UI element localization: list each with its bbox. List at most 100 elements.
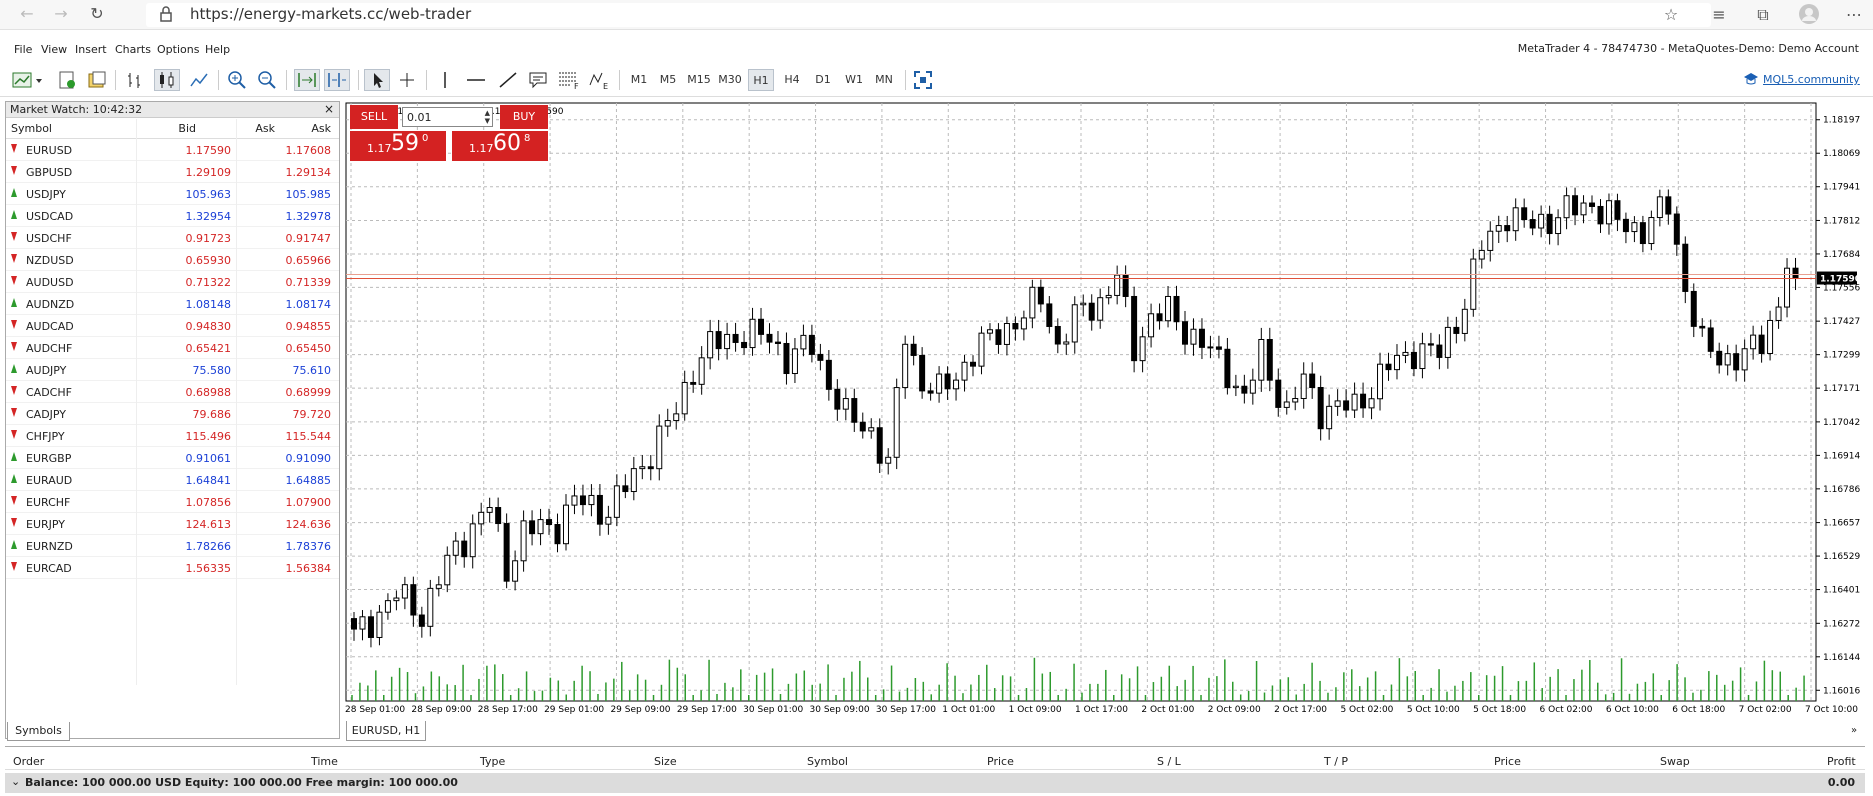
- timeframe-d1[interactable]: D1: [815, 73, 831, 86]
- profiles-icon[interactable]: [56, 69, 78, 91]
- col-swap[interactable]: Swap: [1660, 755, 1690, 768]
- column-ask[interactable]: Ask: [255, 122, 275, 135]
- arrow-down-icon: [11, 518, 17, 527]
- close-icon[interactable]: ×: [323, 102, 334, 116]
- col-order[interactable]: Order: [13, 755, 45, 768]
- col-price[interactable]: Price: [987, 755, 1014, 768]
- forward-icon[interactable]: →: [54, 4, 68, 23]
- zoom-out-icon[interactable]: [256, 69, 278, 91]
- elliott-wave-icon[interactable]: E: [588, 69, 612, 91]
- buy-button[interactable]: BUY: [500, 105, 548, 129]
- col-take-profit[interactable]: T / P: [1324, 755, 1349, 768]
- market-watch-row[interactable]: CADJPY 79.686 79.720: [6, 403, 339, 425]
- market-watch-row[interactable]: EURAUD 1.64841 1.64885: [6, 469, 339, 491]
- trendline-icon[interactable]: [497, 69, 519, 91]
- timeframe-m1[interactable]: M1: [630, 73, 648, 86]
- candle-body: [546, 519, 553, 525]
- buy-price[interactable]: 1.17 60 8: [452, 131, 548, 161]
- menu-file[interactable]: File: [14, 43, 33, 56]
- market-watch-row[interactable]: USDJPY 105.963 105.985: [6, 183, 339, 205]
- favorite-star-icon[interactable]: ☆: [1663, 5, 1679, 24]
- market-watch-row[interactable]: EURNZD 1.78266 1.78376: [6, 535, 339, 557]
- horizontal-line-icon[interactable]: [465, 69, 487, 91]
- menu-help[interactable]: Help: [205, 43, 231, 56]
- col-time[interactable]: Time: [311, 755, 338, 768]
- new-chart-icon[interactable]: [10, 69, 44, 91]
- tab-symbols[interactable]: Symbols: [7, 722, 70, 741]
- text-label-icon[interactable]: [527, 69, 549, 91]
- market-watch-icon[interactable]: [86, 69, 108, 91]
- auto-scroll-icon[interactable]: [294, 69, 320, 91]
- timeframe-mn[interactable]: MN: [875, 73, 893, 86]
- market-watch-row[interactable]: AUDUSD 0.71322 0.71339: [6, 271, 339, 293]
- market-watch-row[interactable]: EURGBP 0.91061 0.91090: [6, 447, 339, 469]
- market-watch-row[interactable]: CHFJPY 115.496 115.544: [6, 425, 339, 447]
- expand-chevron-icon[interactable]: ⌄: [11, 775, 21, 788]
- scroll-right-icon[interactable]: »: [1851, 725, 1858, 736]
- column-ask-2[interactable]: Ask: [311, 122, 331, 135]
- cursor-icon[interactable]: [364, 69, 390, 91]
- lot-size-value[interactable]: 0.01: [407, 111, 432, 124]
- chart-window[interactable]: 1.18197 1.18069 1.17941 1.17812 1.17684 1.175…: [344, 101, 1865, 741]
- column-symbol[interactable]: Symbol: [11, 122, 52, 135]
- profile-avatar[interactable]: [1798, 4, 1820, 26]
- market-watch-row[interactable]: USDCAD 1.32954 1.32978: [6, 205, 339, 227]
- menu-options[interactable]: Options: [157, 43, 200, 56]
- market-watch-row[interactable]: AUDJPY 75.580 75.610: [6, 359, 339, 381]
- col-price-2[interactable]: Price: [1494, 755, 1521, 768]
- timeframe-m5[interactable]: M5: [659, 73, 677, 86]
- collections-icon[interactable]: ⧉: [1757, 5, 1769, 24]
- zoom-in-icon[interactable]: [226, 69, 248, 91]
- col-profit[interactable]: Profit: [1827, 755, 1856, 768]
- lot-size-field[interactable]: 0.01 ▲ ▼: [402, 107, 493, 127]
- market-watch-row[interactable]: USDCHF 0.91723 0.91747: [6, 227, 339, 249]
- candle-body: [1699, 325, 1706, 329]
- market-watch-row[interactable]: CADCHF 0.68988 0.68999: [6, 381, 339, 403]
- eurusd-chart[interactable]: 1.181971.180691.179411.178121.176841.175…: [344, 101, 1865, 741]
- candlestick-chart-icon[interactable]: [154, 69, 180, 91]
- x-axis-tick-label: 29 Sep 17:00: [677, 705, 737, 715]
- timeframe-w1[interactable]: W1: [845, 73, 863, 86]
- url-text[interactable]: https://energy-markets.cc/web-trader: [190, 5, 472, 23]
- col-symbol[interactable]: Symbol: [807, 755, 848, 768]
- favorites-list-icon[interactable]: ≡: [1712, 5, 1726, 24]
- col-size[interactable]: Size: [654, 755, 677, 768]
- menu-charts[interactable]: Charts: [115, 43, 151, 56]
- market-watch-row[interactable]: AUDCAD 0.94830 0.94855: [6, 315, 339, 337]
- line-chart-icon[interactable]: [188, 69, 210, 91]
- market-watch-row[interactable]: NZDUSD 0.65930 0.65966: [6, 249, 339, 271]
- market-watch-row[interactable]: EURCHF 1.07856 1.07900: [6, 491, 339, 513]
- timeframe-m15[interactable]: M15: [687, 73, 711, 86]
- crosshair-icon[interactable]: [396, 69, 418, 91]
- menu-view[interactable]: View: [41, 43, 68, 56]
- col-type[interactable]: Type: [480, 755, 506, 768]
- market-watch-row[interactable]: EURUSD 1.17590 1.17608: [6, 139, 339, 161]
- fibonacci-icon[interactable]: F: [557, 69, 581, 91]
- fullscreen-icon[interactable]: [912, 69, 934, 91]
- candle-body: [1258, 338, 1265, 381]
- lot-stepper-icon[interactable]: ▲ ▼: [484, 109, 490, 125]
- mql5-community-link[interactable]: MQL5.community: [1763, 73, 1860, 86]
- column-bid[interactable]: Bid: [178, 122, 196, 135]
- timeframe-h4[interactable]: H4: [784, 73, 800, 86]
- sell-price[interactable]: 1.17 59 0: [350, 131, 446, 161]
- chart-shift-icon[interactable]: [324, 69, 350, 91]
- back-icon[interactable]: ←: [20, 4, 34, 23]
- sell-button[interactable]: SELL: [350, 105, 398, 129]
- reload-icon[interactable]: ↻: [90, 4, 104, 23]
- timeframe-h1[interactable]: H1: [748, 69, 774, 91]
- more-options-icon[interactable]: ⋯: [1846, 5, 1862, 24]
- market-watch-row[interactable]: AUDCHF 0.65421 0.65450: [6, 337, 339, 359]
- col-stop-loss[interactable]: S / L: [1157, 755, 1181, 768]
- market-watch-row[interactable]: GBPUSD 1.29109 1.29134: [6, 161, 339, 183]
- market-watch-row[interactable]: AUDNZD 1.08148 1.08174: [6, 293, 339, 315]
- market-watch-row[interactable]: EURJPY 124.613 124.636: [6, 513, 339, 535]
- market-watch-row[interactable]: EURCAD 1.56335 1.56384: [6, 557, 339, 579]
- timeframe-m30[interactable]: M30: [718, 73, 742, 86]
- menu-insert[interactable]: Insert: [75, 43, 107, 56]
- arrow-up-icon: [11, 188, 17, 197]
- address-bar[interactable]: [146, 3, 1711, 27]
- bar-chart-icon[interactable]: [124, 69, 146, 91]
- vertical-line-icon[interactable]: [434, 69, 456, 91]
- tab-eurusd-h1[interactable]: EURUSD, H1: [346, 721, 426, 741]
